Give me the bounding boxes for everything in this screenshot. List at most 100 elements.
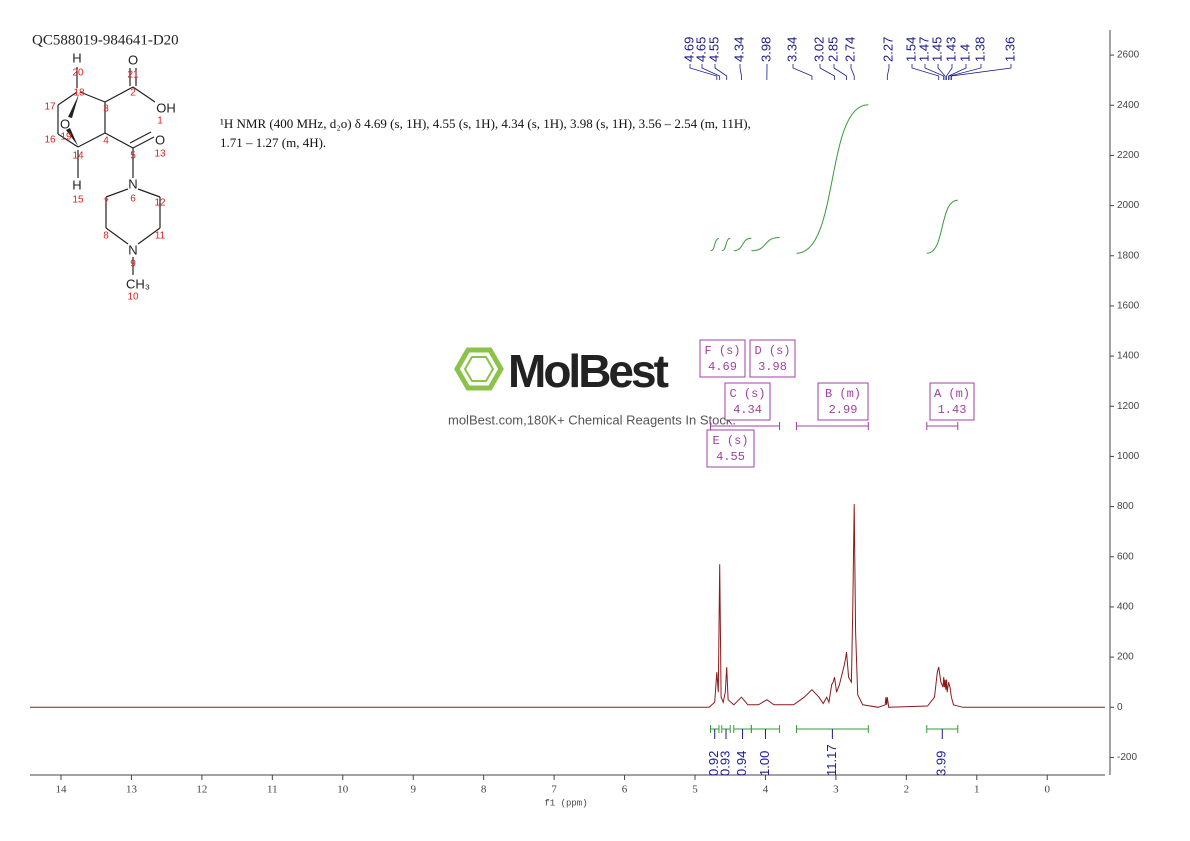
tagline: molBest.com,180K+ Chemical Reagents In S… xyxy=(448,412,736,427)
peak-connector xyxy=(689,64,718,80)
peak-connector xyxy=(949,64,982,80)
peak-label: 1.36 xyxy=(1002,37,1017,62)
atom-number: 13 xyxy=(154,149,166,160)
x-tick-label: 11 xyxy=(267,784,278,796)
peak-label: 1.43 xyxy=(943,37,958,62)
multiplet-box xyxy=(699,339,746,378)
multiplet-box xyxy=(724,382,771,421)
y-tick-label: 0 xyxy=(1117,702,1123,713)
peak-label: 4.69 xyxy=(681,37,696,62)
integral-curve xyxy=(733,237,752,252)
peak-label: 4.55 xyxy=(706,37,721,62)
peak-connector xyxy=(946,64,953,80)
integral-curve xyxy=(710,238,720,252)
peak-connector xyxy=(792,64,813,80)
y-tick-label: 1200 xyxy=(1117,401,1140,412)
peak-label: 1.38 xyxy=(972,37,987,62)
watermark: MolBest molBest.com,180K+ Chemical Reage… xyxy=(448,345,736,427)
peak-connector xyxy=(911,64,940,80)
atom-number: 2 xyxy=(130,88,136,99)
atom-label: O xyxy=(155,132,165,147)
y-tick-label: 1000 xyxy=(1117,451,1140,462)
x-axis-label: f1 (ppm) xyxy=(544,798,587,808)
peak-label: 2.85 xyxy=(825,37,840,62)
y-tick-label: 1800 xyxy=(1117,250,1140,261)
multiplet-name: E (s) xyxy=(712,434,748,448)
integral-label: 1.00 xyxy=(757,751,772,776)
x-tick-label: 6 xyxy=(622,784,628,796)
peak-connector xyxy=(886,64,890,80)
y-tick-label: -200 xyxy=(1117,752,1137,763)
atom-number: 15 xyxy=(72,195,84,206)
y-tick-label: 800 xyxy=(1117,501,1134,512)
peak-label: 4.34 xyxy=(731,37,746,62)
brand: MolBest xyxy=(508,345,669,397)
peak-connector xyxy=(937,64,946,80)
multiplet-range xyxy=(710,422,781,430)
atom-label: N xyxy=(128,242,137,257)
atom-label: O xyxy=(128,52,138,67)
x-tick-label: 3 xyxy=(833,784,839,796)
integral-label: 0.92 xyxy=(706,751,721,776)
integral-label: 0.93 xyxy=(717,751,732,776)
integral-curve xyxy=(721,237,731,252)
multiplet-box xyxy=(749,339,796,378)
spectrum-line xyxy=(30,504,1105,708)
y-tick-label: 2000 xyxy=(1117,200,1140,211)
multiplet-shift: 3.98 xyxy=(758,360,787,374)
x-tick-label: 13 xyxy=(126,784,138,796)
x-tick-label: 4 xyxy=(763,784,769,796)
logo-ring xyxy=(463,356,495,382)
multiplet-name: C (s) xyxy=(729,387,765,401)
integral-curve xyxy=(796,104,869,254)
multiplet-shift: 1.43 xyxy=(938,403,967,417)
integral-label: 0.94 xyxy=(734,751,749,776)
atom-number: 21 xyxy=(127,70,139,81)
multiplet-name: D (s) xyxy=(754,344,790,358)
wedge-bond xyxy=(66,128,78,146)
atom-number: 4 xyxy=(103,136,109,147)
atom-number: 10 xyxy=(127,292,139,303)
x-tick-label: 14 xyxy=(55,784,67,796)
nmr-description: ¹H NMR (400 MHz, d₂o) δ 4.69 (s, 1H), 4.… xyxy=(220,116,751,150)
peak-label: 1.47 xyxy=(916,37,931,62)
y-tick-label: 2200 xyxy=(1117,150,1140,161)
multiplet-shift: 4.69 xyxy=(708,360,737,374)
wedge-bond xyxy=(68,94,79,118)
peak-connector xyxy=(714,64,728,80)
atom-number: 14 xyxy=(72,151,84,162)
multiplet-box xyxy=(817,382,869,421)
multiplet-name: B (m) xyxy=(825,387,861,401)
x-tick-label: 1 xyxy=(974,784,980,796)
multiplet-shift: 4.34 xyxy=(733,403,762,417)
atom-number: 3 xyxy=(103,104,109,115)
x-tick-label: 0 xyxy=(1044,784,1050,796)
atom-number: 18 xyxy=(73,88,85,99)
multiplet-shift: 4.55 xyxy=(716,450,745,464)
peak-connector xyxy=(850,64,855,80)
atom-number: 9 xyxy=(130,259,136,270)
x-tick-label: 5 xyxy=(692,784,698,796)
multiplet-name: A (m) xyxy=(934,387,970,401)
peak-label: 1.54 xyxy=(903,37,918,62)
atom-number: 1 xyxy=(157,116,163,127)
peak-connector xyxy=(819,64,835,80)
x-tick-label: 8 xyxy=(481,784,487,796)
multiplet-range xyxy=(795,422,869,430)
peak-label: 4.65 xyxy=(693,37,708,62)
peak-connector xyxy=(701,64,721,80)
x-tick-label: 2 xyxy=(904,784,910,796)
y-tick-label: 200 xyxy=(1117,652,1134,663)
multiplet-range xyxy=(926,422,959,430)
integral-curve xyxy=(751,236,780,252)
x-tick-label: 9 xyxy=(410,784,416,796)
atom-number: 20 xyxy=(72,68,84,79)
atom-label: H xyxy=(72,50,81,65)
multiplet-name: F (s) xyxy=(704,344,740,358)
peak-connector xyxy=(833,64,847,80)
peak-label: 3.34 xyxy=(784,37,799,62)
peak-connector xyxy=(924,64,945,80)
peak-label: 3.02 xyxy=(811,37,826,62)
